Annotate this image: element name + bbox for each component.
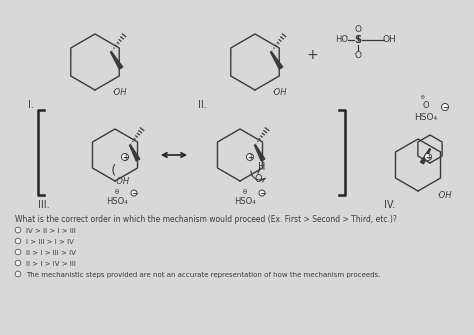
Text: I > III > I > IV: I > III > I > IV [26, 239, 74, 245]
Text: ·OH: ·OH [271, 88, 286, 97]
Text: +: + [247, 153, 253, 162]
Circle shape [15, 227, 21, 233]
Text: HO: HO [336, 36, 348, 45]
Text: IV.: IV. [384, 200, 395, 210]
Polygon shape [420, 149, 430, 164]
Text: IV > II > I > III: IV > II > I > III [26, 228, 76, 234]
Text: H: H [389, 36, 395, 45]
Polygon shape [129, 145, 140, 161]
Polygon shape [110, 52, 123, 69]
Text: −: − [131, 189, 137, 198]
Circle shape [15, 238, 21, 244]
Circle shape [15, 249, 21, 255]
Circle shape [246, 153, 254, 160]
Circle shape [15, 271, 21, 277]
Text: O: O [355, 51, 362, 60]
Text: ··: ·· [345, 34, 349, 39]
Text: ·OH: ·OH [111, 88, 127, 97]
Text: III.: III. [38, 200, 50, 210]
Circle shape [121, 153, 128, 160]
Text: ··OH: ··OH [111, 177, 129, 186]
Text: ·OH: ·OH [436, 191, 452, 200]
Text: ··: ·· [353, 51, 356, 56]
Text: II > I > III > IV: II > I > III > IV [26, 250, 76, 256]
Text: II.: II. [198, 100, 207, 110]
Text: −: − [259, 189, 265, 198]
Text: O: O [355, 25, 362, 35]
Circle shape [15, 260, 21, 266]
Polygon shape [271, 52, 283, 69]
Text: −: − [442, 103, 448, 112]
Text: θ: θ [115, 189, 119, 195]
Text: HSO₄: HSO₄ [234, 197, 256, 206]
Text: What is the correct order in which the mechanism would proceed (Ex. First > Seco: What is the correct order in which the m… [15, 215, 397, 224]
Text: +: + [425, 153, 431, 162]
Text: S: S [355, 35, 362, 45]
Text: O: O [423, 101, 429, 110]
Text: +: + [306, 48, 318, 62]
Text: H: H [258, 162, 266, 172]
Circle shape [441, 104, 448, 111]
Text: II > I > IV > III: II > I > IV > III [26, 261, 76, 267]
Text: O: O [254, 174, 262, 184]
Text: θ: θ [421, 95, 425, 100]
Polygon shape [255, 145, 265, 161]
Text: The mechanistic steps provided are not an accurate representation of how the mec: The mechanistic steps provided are not a… [26, 272, 380, 278]
Text: I.: I. [28, 100, 34, 110]
Text: θ: θ [243, 189, 247, 195]
Circle shape [131, 190, 137, 196]
Circle shape [259, 190, 265, 196]
Text: HSO₄: HSO₄ [106, 197, 128, 206]
Text: HSO₄: HSO₄ [414, 113, 438, 122]
Circle shape [425, 153, 431, 160]
Text: O: O [383, 36, 390, 45]
Text: +: + [122, 153, 128, 162]
